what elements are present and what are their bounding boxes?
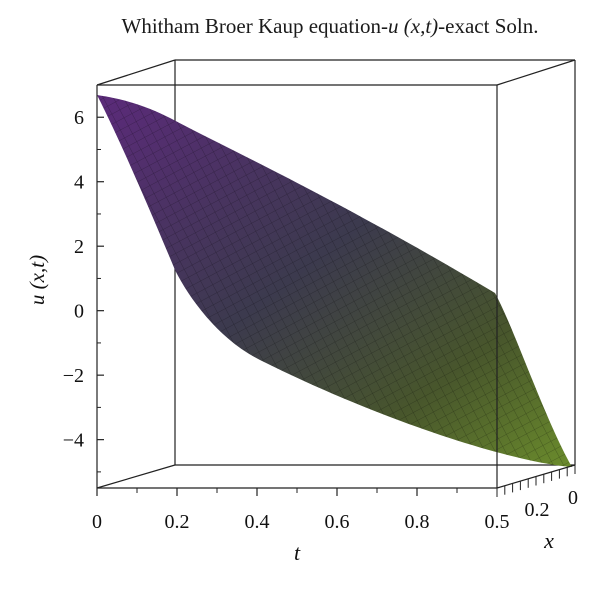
title-variable: u — [388, 14, 399, 38]
t-tick-label: 0.8 — [405, 511, 430, 533]
chart-title: Whitham Broer Kaup equation-u (x,t)-exac… — [0, 14, 600, 39]
u-tick-label: 2 — [74, 236, 84, 258]
axis-ticks: 6 4 2 0 −2 −4 0 0.2 0.4 0.6 0.8 0.5 0.2 0 — [63, 107, 578, 533]
t-tick-label: 0.6 — [325, 511, 350, 533]
x-axis-label: t — [294, 540, 301, 565]
u-tick-label: −4 — [63, 430, 84, 452]
u-tick-label: 0 — [74, 301, 84, 323]
t-tick-label: 0.4 — [245, 511, 270, 533]
x-tick-label: 0 — [568, 487, 578, 509]
x-tick-label: 0.5 — [485, 511, 510, 533]
title-arguments: (x,t) — [403, 14, 439, 38]
surface — [97, 95, 572, 467]
z-axis-label: x — [543, 528, 554, 553]
t-tick-label: 0 — [92, 511, 102, 533]
u-tick-label: −2 — [63, 365, 84, 387]
title-suffix: -exact Soln. — [438, 14, 539, 38]
y-axis-label: u (x,t) — [25, 255, 49, 305]
x-tick-label: 0.2 — [525, 499, 550, 521]
t-tick-label: 0.2 — [165, 511, 190, 533]
u-tick-label: 4 — [74, 172, 84, 194]
title-prefix: Whitham Broer Kaup equation- — [121, 14, 389, 38]
u-tick-label: 6 — [74, 107, 84, 129]
surface-mesh — [97, 95, 572, 467]
